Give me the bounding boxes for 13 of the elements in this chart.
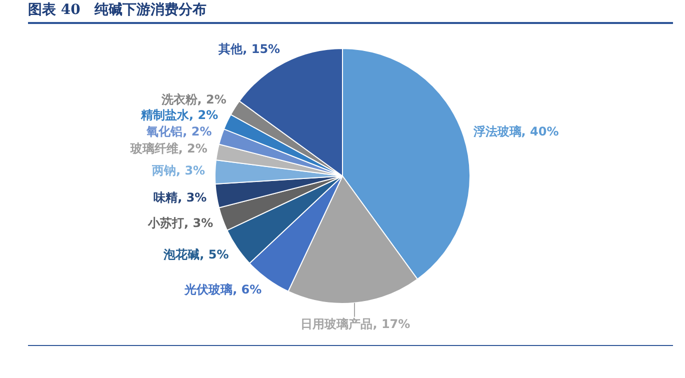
slice-label: 味精, 3% xyxy=(154,190,207,204)
slice-label: 其他, 15% xyxy=(218,42,280,56)
slice-label: 泡花碱, 5% xyxy=(162,248,229,262)
slice-label: 洗衣粉, 2% xyxy=(160,92,226,106)
slice-label: 两钠, 3% xyxy=(150,164,206,178)
slice-label: 小苏打, 3% xyxy=(147,216,214,230)
slice-label: 日用玻璃产品, 17% xyxy=(300,316,410,331)
chart-title: 图表 40 纯碱下游消费分布 xyxy=(28,0,673,24)
slice-label: 玻璃纤维, 2% xyxy=(129,142,208,156)
slice-label: 精制盐水, 2% xyxy=(140,108,218,122)
slice-label: 浮法玻璃, 40% xyxy=(472,124,559,138)
slice-label: 氧化铝, 2% xyxy=(146,124,212,138)
slice-label: 光伏玻璃, 6% xyxy=(184,282,262,297)
